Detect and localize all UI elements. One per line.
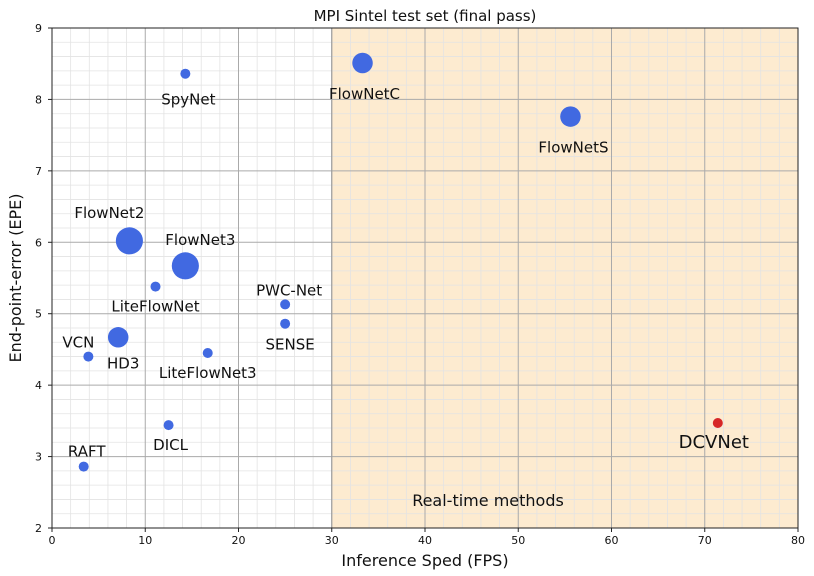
x-tick-label: 20 bbox=[232, 534, 246, 547]
point-labels: SpyNet FlowNetC FlowNetS FlowNet2 FlowNet3 Li… bbox=[62, 85, 749, 461]
point-label-flownetc: FlowNetC bbox=[329, 85, 400, 103]
point-label-flownet3: FlowNet3 bbox=[165, 231, 235, 249]
minor-grid bbox=[52, 28, 798, 528]
point-label-flownets: FlowNetS bbox=[538, 139, 608, 157]
y-tick-labels: 2 3 4 5 6 7 8 9 bbox=[35, 22, 42, 535]
point-liteflownet bbox=[150, 281, 161, 292]
y-axis-label: End-point-error (EPE) bbox=[6, 194, 25, 363]
realtime-region-label: Real-time methods bbox=[412, 491, 564, 510]
x-tick-label: 10 bbox=[138, 534, 152, 547]
point-sense bbox=[280, 318, 291, 329]
x-tick-label: 50 bbox=[511, 534, 525, 547]
y-tick-label: 2 bbox=[35, 522, 42, 535]
point-flownet3 bbox=[171, 252, 199, 280]
x-tick-label: 30 bbox=[325, 534, 339, 547]
y-tick-label: 8 bbox=[35, 93, 42, 106]
point-dcvnet bbox=[712, 418, 723, 428]
point-label-spynet: SpyNet bbox=[161, 91, 215, 109]
y-tick-label: 7 bbox=[35, 165, 42, 178]
x-axis-label: Inference Sped (FPS) bbox=[341, 551, 508, 570]
point-hd3 bbox=[107, 327, 129, 348]
y-tick-label: 5 bbox=[35, 308, 42, 321]
x-tick-label: 80 bbox=[791, 534, 805, 547]
x-tick-labels: 0 10 20 30 40 50 60 70 80 bbox=[49, 534, 806, 547]
point-label-dcvnet: DCVNet bbox=[679, 432, 749, 453]
tick-marks bbox=[48, 27, 799, 532]
point-flownet2 bbox=[115, 227, 143, 255]
y-tick-label: 3 bbox=[35, 451, 42, 464]
point-spynet bbox=[180, 68, 191, 79]
chart-title: MPI Sintel test set (final pass) bbox=[314, 7, 537, 25]
y-tick-label: 6 bbox=[35, 236, 42, 249]
point-flownetc bbox=[352, 52, 373, 74]
y-tick-label: 4 bbox=[35, 379, 42, 392]
point-label-hd3: HD3 bbox=[107, 354, 139, 372]
point-label-dicl: DICL bbox=[153, 436, 188, 454]
point-label-flownet2: FlowNet2 bbox=[74, 204, 144, 222]
point-flownets bbox=[560, 106, 581, 127]
point-raft bbox=[78, 461, 89, 472]
y-tick-label: 9 bbox=[35, 22, 42, 35]
point-liteflownet3 bbox=[202, 348, 213, 358]
x-tick-label: 0 bbox=[49, 534, 56, 547]
realtime-region bbox=[331, 28, 798, 528]
point-dicl bbox=[163, 420, 174, 431]
plot-area: SpyNet FlowNetC FlowNetS FlowNet2 FlowNet3 Li… bbox=[48, 27, 799, 532]
point-pwc-net bbox=[280, 299, 291, 310]
point-label-liteflownet: LiteFlowNet bbox=[111, 298, 199, 316]
x-tick-label: 40 bbox=[418, 534, 432, 547]
point-vcn bbox=[83, 351, 94, 362]
point-label-vcn: VCN bbox=[62, 334, 94, 352]
data-points bbox=[78, 52, 723, 472]
point-label-raft: RAFT bbox=[68, 443, 106, 461]
point-label-pwc-net: PWC-Net bbox=[256, 281, 322, 299]
point-label-sense: SENSE bbox=[266, 336, 315, 354]
x-tick-label: 60 bbox=[605, 534, 619, 547]
point-label-liteflownet3: LiteFlowNet3 bbox=[159, 364, 257, 382]
x-tick-label: 70 bbox=[698, 534, 712, 547]
